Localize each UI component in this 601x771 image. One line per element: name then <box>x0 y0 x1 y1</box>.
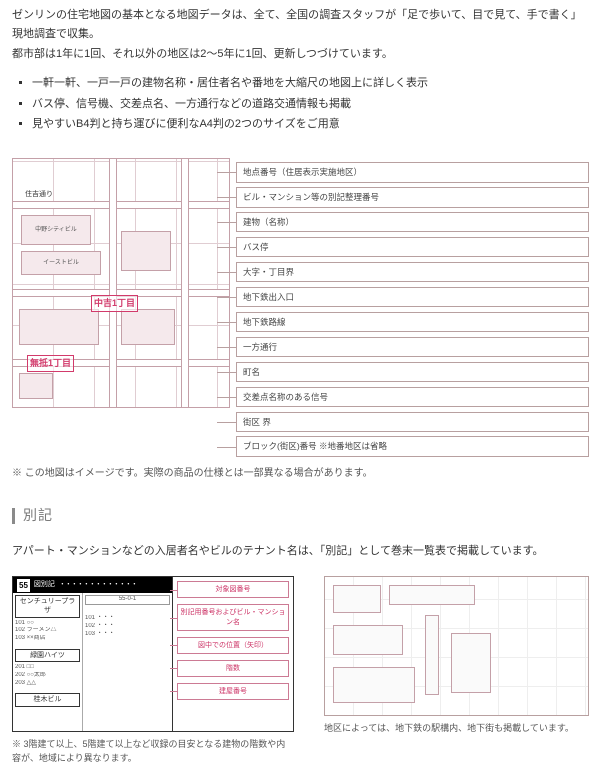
legend-item: 建物（名称） <box>236 212 589 232</box>
legend-item: 地点番号（住居表示実施地区） <box>236 162 589 182</box>
heading-text: 別記 <box>23 504 53 528</box>
map-building <box>121 231 171 271</box>
bekki-resident-line: 201 □□ <box>15 664 80 672</box>
bekki-tag: 建屋番号 <box>177 683 289 700</box>
street-label: 住吉通り <box>25 189 53 201</box>
feature-item: バス停、信号機、交差点名、一方通行などの道路交通情報も掲載 <box>32 95 589 114</box>
bekki-figure-row: 55 図別記 ・・・・・・・・・・・・・ センチュリープラザ 101 ○○ 10… <box>12 576 589 765</box>
bekki-tag: 階数 <box>177 660 289 677</box>
bekki-badge: 55 <box>17 579 30 593</box>
legend-item: 町名 <box>236 362 589 382</box>
bekki-code-line: 103 ・・・ <box>85 631 170 639</box>
subway-sample-figure <box>324 576 589 716</box>
map-building <box>121 309 175 345</box>
sample-map-image: 中野シティビル イーストビル 住吉通り 中吉1丁目 無抵1丁目 <box>12 158 230 408</box>
legend-item: 大字・丁目界 <box>236 262 589 282</box>
bekki-code: 55-0-1 <box>85 595 170 605</box>
bekki-left-panel: 55 図別記 ・・・・・・・・・・・・・ センチュリープラザ 101 ○○ 10… <box>13 577 173 731</box>
legend-item: ビル・マンション等の別記整理番号 <box>236 187 589 207</box>
bekki-resident-line: 203 △△ <box>15 680 80 688</box>
legend-item: ブロック(街区)番号 ※地番地区は省略 <box>236 436 589 456</box>
feature-list: 一軒一軒、一戸一戸の建物名称・居住者名や番地を大縮尺の地図上に詳しく表示 バス停… <box>12 74 589 134</box>
bekki-title: 図別記 <box>34 579 55 591</box>
bekki-code-line: 101 ・・・ <box>85 615 170 623</box>
feature-item: 一軒一軒、一戸一戸の建物名称・居住者名や番地を大縮尺の地図上に詳しく表示 <box>32 74 589 93</box>
bekki-building-name: 緑園ハイツ <box>15 649 80 662</box>
intro-line-1: ゼンリンの住宅地図の基本となる地図データは、全て、全国の調査スタッフが「足で歩い… <box>12 6 589 43</box>
sample-map-section: 中野シティビル イーストビル 住吉通り 中吉1丁目 無抵1丁目 地点番号（住居表… <box>12 158 589 457</box>
map-building: イーストビル <box>21 251 101 275</box>
bekki-intro: アパート・マンションなどの入居者名やビルのテナント名は、「別記」として巻末一覧表… <box>12 542 589 561</box>
legend-item: 街区 界 <box>236 412 589 432</box>
bekki-col-codes: 55-0-1 101 ・・・ 102 ・・・ 103 ・・・ <box>83 593 172 731</box>
subway-figure-wrap: 地区によっては、地下鉄の駅構内、地下街も掲載しています。 <box>324 576 589 736</box>
bekki-tag: 対象図番号 <box>177 581 289 598</box>
map-building <box>19 373 53 399</box>
map-building: 中野シティビル <box>21 215 91 245</box>
legend-item: 地下鉄出入口 <box>236 287 589 307</box>
bekki-tag: 図中での位置（矢印） <box>177 637 289 654</box>
feature-item: 見やすいB4判と持ち運びに便利なA4判の2つのサイズをご用意 <box>32 115 589 134</box>
sample-map-caption: ※ この地図はイメージです。実際の商品の仕様とは一部異なる場合があります。 <box>12 465 589 482</box>
map-building <box>19 309 99 345</box>
bekki-title-tail: ・・・・・・・・・・・・・ <box>59 579 137 591</box>
intro-line-2: 都市部は1年に1回、それ以外の地区は2～5年に1回、更新しつづけています。 <box>12 45 589 64</box>
bekki-resident-line: 103 ××商店 <box>15 635 80 643</box>
bekki-building-name: センチュリープラザ <box>15 595 80 617</box>
bekki-caption: ※ 3階建て以上、5階建て以上など収録の目安となる建物の階数や内容が、地域により… <box>12 738 294 765</box>
section-heading-bekki: 別記 <box>12 504 589 528</box>
bekki-right-tags: 対象図番号 別記用番号およびビル・マンション名 図中での位置（矢印） 階数 建屋… <box>173 577 293 731</box>
legend-item: 交差点名称のある信号 <box>236 387 589 407</box>
bekki-tag: 別記用番号およびビル・マンション名 <box>177 604 289 630</box>
map-legend: 地点番号（住居表示実施地区） ビル・マンション等の別記整理番号 建物（名称） バ… <box>236 158 589 457</box>
bekki-code-line: 102 ・・・ <box>85 623 170 631</box>
bekki-resident-line: 101 ○○ <box>15 620 80 628</box>
legend-item: 地下鉄路線 <box>236 312 589 332</box>
legend-item: バス停 <box>236 237 589 257</box>
heading-accent-bar <box>12 508 15 524</box>
legend-item: 一方通行 <box>236 337 589 357</box>
bekki-title-row: 55 図別記 ・・・・・・・・・・・・・ <box>13 577 172 593</box>
subway-caption: 地区によっては、地下鉄の駅構内、地下街も掲載しています。 <box>324 722 589 736</box>
district-label: 中吉1丁目 <box>91 295 138 312</box>
bekki-resident-line: 202 ○○太郎 <box>15 672 80 680</box>
bekki-resident-line: 102 ラーメン△ <box>15 627 80 635</box>
bekki-sample-figure: 55 図別記 ・・・・・・・・・・・・・ センチュリープラザ 101 ○○ 10… <box>12 576 294 732</box>
bekki-col-names: センチュリープラザ 101 ○○ 102 ラーメン△ 103 ××商店 緑園ハイ… <box>13 593 83 731</box>
district-label: 無抵1丁目 <box>27 355 74 372</box>
